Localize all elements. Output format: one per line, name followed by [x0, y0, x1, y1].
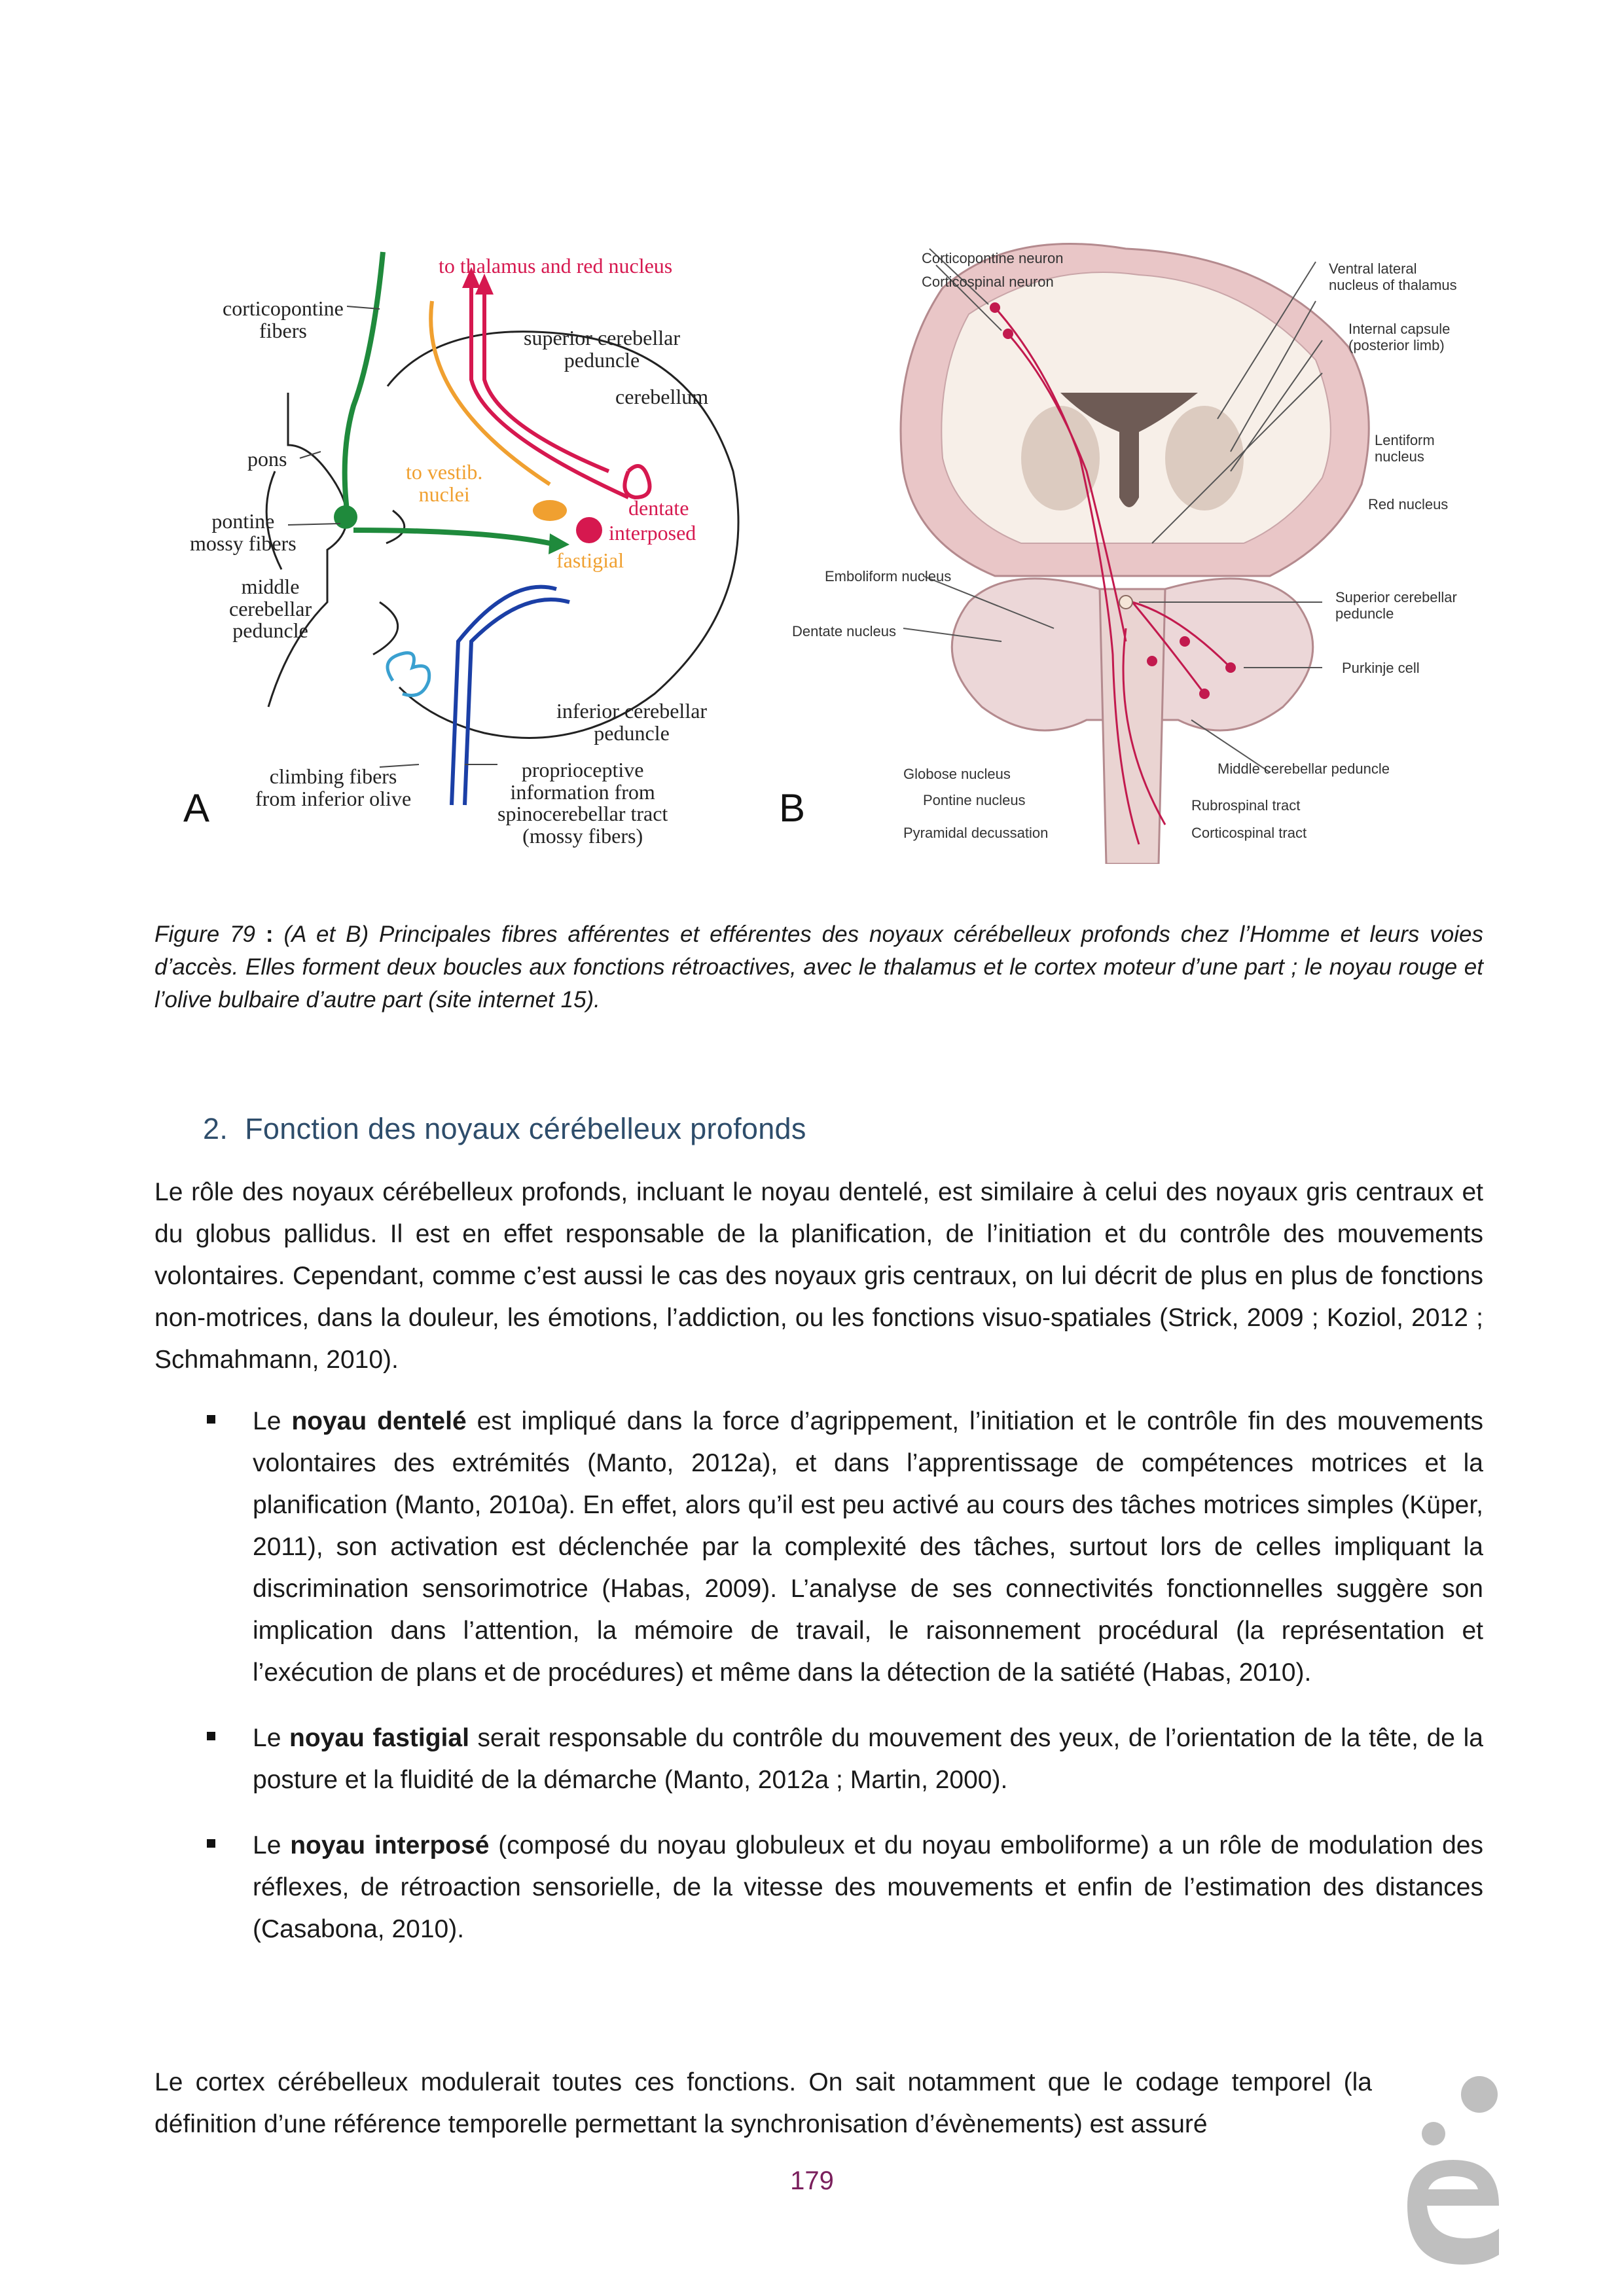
body-paragraph-2: Le cortex cérébelleux modulerait toutes …	[154, 2068, 1372, 2138]
bullet-item-dentate: Le noyau dentelé est impliqué dans la fo…	[154, 1401, 1483, 1694]
blue-fiber-2	[450, 584, 557, 806]
interposed-dot	[576, 517, 602, 543]
label-pontine-mossy-fibers: pontine mossy fibers	[190, 509, 297, 555]
bullet-text: serait responsable du contrôle du mouvem…	[253, 1724, 1483, 1794]
label-thalamus-red-nucleus: to thalamus and red nucleus	[439, 254, 673, 278]
label-middle-cerebellar-peduncle: middle cerebellar peduncle	[229, 575, 312, 643]
brainstem-curve	[265, 471, 283, 570]
lentiform-left	[1021, 406, 1100, 511]
bullet-prefix: Le	[253, 1407, 292, 1435]
label-pons: pons	[247, 447, 287, 471]
label-rubrospinal-tract: Rubrospinal tract	[1191, 797, 1301, 814]
label-fastigial: fastigial	[556, 548, 624, 572]
square-bullet-icon	[207, 1839, 215, 1848]
e-logo-icon	[1407, 2076, 1499, 2265]
blue-fiber-1	[463, 598, 570, 806]
bullet-prefix: Le	[253, 1724, 290, 1752]
label-dentate-nucleus: Dentate nucleus	[792, 623, 896, 639]
green-fiber-descending	[342, 251, 386, 511]
label-proprioceptive: proprioceptive information from spinocer…	[497, 758, 668, 848]
rubrospinal-line	[1122, 628, 1166, 825]
label-red-nucleus: Red nucleus	[1368, 496, 1449, 512]
bullet-list: Le noyau dentelé est impliqué dans la fo…	[154, 1401, 1483, 1974]
red-fiber-1	[469, 288, 630, 499]
label-internal-capsule: Internal capsule (posterior limb)	[1348, 321, 1451, 354]
corticopontine-tract-line	[1007, 333, 1127, 642]
panel-b-letter: B	[779, 786, 806, 830]
label-dentate: dentate	[628, 496, 689, 520]
label-ventral-lateral-nucleus: Ventral lateral nucleus of thalamus	[1329, 260, 1457, 294]
red-fiber-2	[482, 295, 610, 473]
inferior-curve	[372, 601, 399, 656]
square-bullet-icon	[207, 1415, 215, 1424]
panel-b-drawing	[899, 243, 1370, 864]
label-globose-nucleus: Globose nucleus	[903, 766, 1011, 782]
label-pontine-nucleus: Pontine nucleus	[923, 792, 1026, 808]
bullet-prefix: Le	[253, 1831, 291, 1859]
caption-text: (A et B) Principales fibres afférentes e…	[154, 922, 1483, 1013]
green-fiber-mossy	[353, 528, 550, 546]
label-superior-cerebellar-peduncle: superior cerebellar peduncle	[524, 326, 680, 372]
figure-79: to thalamus and red nucleus corticoponti…	[157, 236, 1492, 864]
leader-corticopontine	[346, 306, 380, 310]
label-pyramidal-decussation: Pyramidal decussation	[903, 825, 1049, 841]
label-superior-cerebellar-peduncle-b: Superior cerebellar peduncle	[1335, 589, 1457, 622]
label-cerebellum: cerebellum	[615, 385, 709, 408]
section-title: Fonction des noyaux cérébelleux profonds	[245, 1112, 806, 1146]
label-emboliform-nucleus: Emboliform nucleus	[825, 568, 952, 584]
climbing-fiber-squiggle	[386, 651, 431, 697]
section-heading: 2. Fonction des noyaux cérébelleux profon…	[203, 1112, 806, 1146]
label-lentiform-nucleus: Lentiform nucleus	[1375, 432, 1435, 465]
panel-a-drawing	[265, 251, 740, 806]
bullet-item-interposed: Le noyau interposé (composé du noyau glo…	[154, 1825, 1483, 1950]
square-bullet-icon	[207, 1732, 215, 1740]
ventricles	[1060, 393, 1198, 507]
panel-b-diagram: Corticopontine neuron Corticospinal neur…	[772, 236, 1492, 864]
bullet-item-fastigial: Le noyau fastigial serait responsable du…	[154, 1717, 1483, 1801]
label-corticospinal-tract: Corticospinal tract	[1191, 825, 1307, 841]
superior-peduncle-line	[1132, 601, 1232, 669]
label-interposed: interposed	[609, 521, 696, 545]
bullet-term: noyau interposé	[290, 1831, 490, 1859]
figure-caption: Figure 79 : (A et B) Principales fibres …	[154, 918, 1483, 1016]
section-number: 2.	[203, 1112, 228, 1146]
green-arrowhead	[549, 533, 569, 554]
caption-figure-label: Figure 79	[154, 922, 266, 947]
label-corticopontine-fibers: corticopontine fibers	[223, 296, 344, 342]
bullet-term: noyau fastigial	[289, 1724, 469, 1752]
dentate-squiggle	[623, 464, 652, 500]
lentiform-right	[1165, 406, 1244, 511]
panel-a-diagram: to thalamus and red nucleus corticoponti…	[157, 236, 772, 864]
label-purkinje-cell: Purkinje cell	[1342, 660, 1420, 676]
cerebellum-outline	[386, 331, 740, 739]
bullet-text: est impliqué dans la force d’agrippement…	[253, 1407, 1483, 1687]
orange-fiber	[429, 300, 551, 486]
label-climbing-fibers: climbing fibers from inferior olive	[255, 764, 412, 810]
label-inferior-cerebellar-peduncle: inferior cerebellar peduncle	[556, 699, 708, 745]
label-to-vestib-nuclei: to vestib. nuclei	[406, 460, 483, 506]
bullet-term: noyau dentelé	[291, 1407, 467, 1435]
pontine-nucleus-dot	[334, 505, 357, 529]
label-corticospinal-neuron: Corticospinal neuron	[922, 274, 1054, 290]
corticospinal-tract-line	[994, 307, 1140, 845]
panel-a-letter: A	[183, 786, 210, 830]
red-arrowhead-1	[462, 267, 480, 288]
fastigial-dot	[533, 500, 567, 521]
label-middle-cerebellar-peduncle-b: Middle cerebellar peduncle	[1218, 761, 1390, 777]
page-number: 179	[790, 2166, 834, 2195]
caption-colon: :	[265, 922, 274, 947]
label-corticopontine-neuron: Corticopontine neuron	[922, 250, 1064, 266]
bullet-text: (composé du noyau globuleux et du noyau …	[253, 1831, 1483, 1943]
red-nucleus-dot	[1119, 595, 1133, 609]
peduncle-curve	[386, 509, 406, 545]
body-paragraph-1: Le rôle des noyaux cérébelleux profonds,…	[154, 1178, 1483, 1374]
red-arrowhead-2	[475, 274, 494, 295]
